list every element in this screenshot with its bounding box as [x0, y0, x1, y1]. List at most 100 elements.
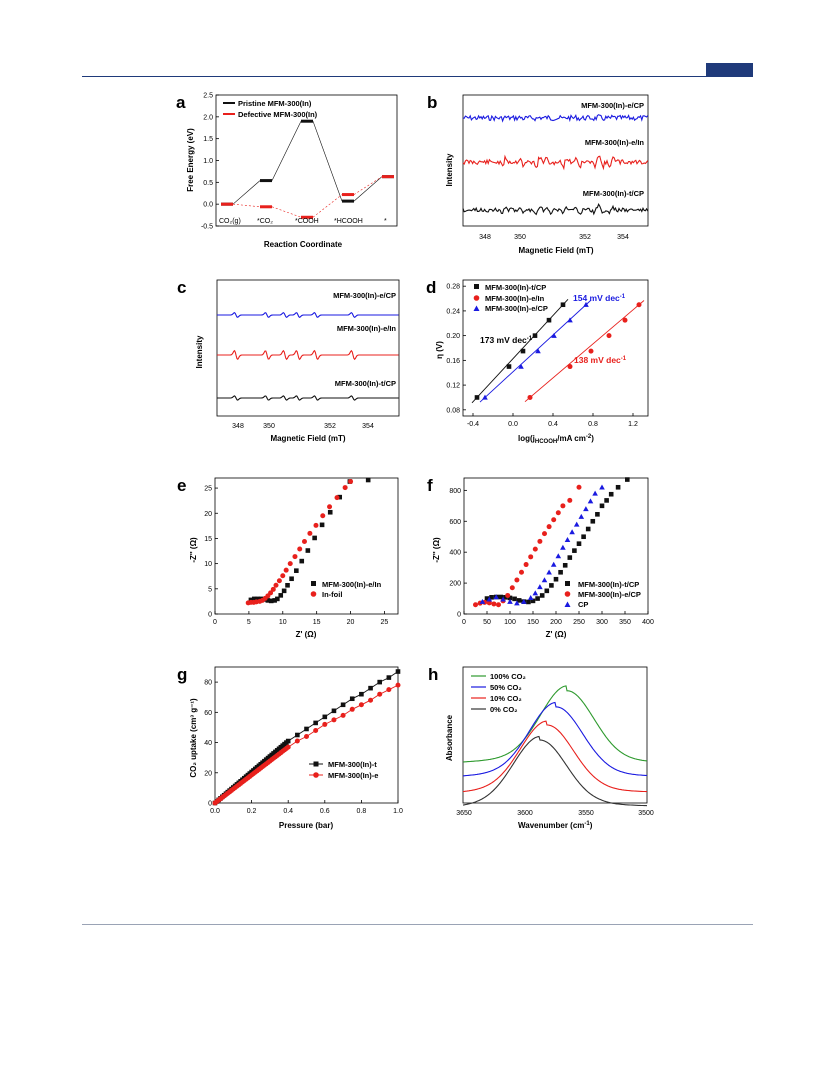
- data-point: [395, 669, 401, 674]
- data-point: [537, 584, 543, 590]
- legend-label-e-cp: MFM-300(In)-e/CP: [578, 590, 641, 599]
- axis-ticks-e: 25 20 15 10 5 00 5 10 15 20 25: [204, 486, 388, 626]
- y-tick-label: 2.5: [203, 93, 213, 100]
- data-point: [278, 593, 284, 598]
- y-axis-label-d: η (V): [435, 341, 444, 359]
- panel-c: c Intensity Magnetic Field (mT) 348 350 …: [177, 278, 400, 443]
- spectrum-100: [462, 685, 648, 763]
- y-tick-label: 0.0: [203, 202, 213, 209]
- legend-label-e: MFM-300(In)-e: [328, 771, 378, 780]
- data-point: [512, 596, 517, 602]
- footer-rule: [82, 924, 753, 925]
- state-label-cooh: *COOH: [295, 218, 319, 225]
- y-axis-label-a: Free Energy (eV): [186, 128, 195, 192]
- data-point: [615, 484, 621, 490]
- x-tick-label: 15: [313, 619, 321, 626]
- data-point: [285, 744, 291, 750]
- energy-connector: [232, 203, 261, 208]
- x-tick-label: 1.2: [628, 421, 638, 428]
- state-label-co2g: CO₂(g): [219, 218, 241, 225]
- data-point: [292, 554, 298, 560]
- legend-label-pristine: Pristine MFM-300(In): [238, 99, 312, 108]
- data-point: [368, 685, 373, 691]
- x-axis-label-a: Reaction Coordinate: [264, 240, 343, 249]
- data-point: [527, 394, 533, 400]
- y-tick-label: 20: [204, 511, 212, 518]
- legend-e: MFM-300(In)-e/In In-foil: [310, 580, 382, 599]
- x-tick-label: 100: [504, 619, 516, 626]
- x-tick-label: 350: [514, 234, 526, 241]
- x-tick-label: 3500: [638, 810, 654, 817]
- y-tick-label: 80: [204, 680, 212, 687]
- data-point: [503, 595, 508, 600]
- legend-label-t-cp: MFM-300(In)-t/CP: [578, 580, 639, 589]
- data-point: [281, 588, 287, 594]
- x-tick-label: 200: [550, 619, 562, 626]
- data-point: [506, 364, 512, 369]
- panel-e: e 25 20 15 10 5 00 5 10 15 20 25 -Z'' (Ω) Z' (Ω) M…: [177, 476, 399, 639]
- panel-label-a: a: [176, 93, 186, 112]
- x-tick-label: 354: [617, 234, 629, 241]
- data-point: [564, 537, 571, 543]
- data-point: [606, 333, 612, 339]
- data-point: [576, 541, 582, 546]
- data-point: [521, 598, 527, 604]
- trace-label-t-cp: MFM-300(In)-t/CP: [583, 189, 644, 198]
- spectrum-50: [462, 701, 648, 777]
- data-point: [599, 503, 605, 509]
- panel-label-h: h: [428, 665, 438, 684]
- energy-connector: [312, 194, 343, 218]
- data-point: [567, 497, 573, 503]
- panel-label-g: g: [177, 665, 187, 684]
- data-point: [546, 569, 552, 575]
- legend-marker-e-in: [473, 295, 480, 301]
- x-tick-label: 0.2: [247, 808, 257, 815]
- sim-trace-t-cp: [217, 395, 399, 401]
- data-point: [322, 721, 328, 727]
- x-tick-label: 300: [596, 619, 608, 626]
- x-tick-label: 0.4: [283, 808, 293, 815]
- y-axis-label-h: Absorbance: [445, 714, 454, 761]
- x-tick-label: 20: [347, 619, 355, 626]
- x-tick-label: 0: [462, 619, 466, 626]
- data-point: [285, 738, 291, 744]
- x-tick-label: 1.0: [393, 808, 403, 815]
- legend-label-100: 100% CO₂: [490, 672, 526, 681]
- x-ticks-c: 348 350 352 354: [232, 423, 374, 430]
- x-axis-label-h: Wavenumber (cm-1): [518, 821, 593, 830]
- x-tick-label: 354: [362, 423, 374, 430]
- y-ticks-a: 2.5 2.0 1.5 1.0 0.5 0.0 -0.5: [201, 93, 219, 231]
- panel-label-c: c: [177, 278, 186, 297]
- legend-marker-t-cp: [565, 581, 570, 586]
- data-point: [516, 598, 522, 603]
- x-tick-label: 0.6: [320, 808, 330, 815]
- data-point: [377, 691, 383, 697]
- data-point: [334, 495, 340, 501]
- data-point: [595, 512, 600, 517]
- data-point: [473, 602, 478, 608]
- data-point: [505, 592, 511, 598]
- state-label-star: *: [384, 218, 387, 225]
- data-point: [590, 518, 596, 524]
- spectrum-10: [462, 720, 647, 793]
- nyquist-plot-e: [245, 477, 371, 606]
- legend-marker-e-cp: [564, 591, 571, 597]
- data-point: [498, 594, 504, 600]
- data-point: [546, 317, 552, 323]
- data-point: [479, 598, 486, 604]
- trace-label-t-cp: MFM-300(In)-t/CP: [335, 379, 396, 388]
- data-point: [551, 517, 557, 523]
- x-tick-label: 25: [381, 619, 389, 626]
- epr-trace-e-cp: [462, 113, 649, 123]
- legend-marker-e: [313, 772, 319, 778]
- y-tick-label: 0: [208, 612, 212, 619]
- data-point: [294, 738, 300, 744]
- data-point: [304, 726, 309, 732]
- plot-frame-h: [462, 666, 648, 804]
- data-point: [294, 568, 299, 573]
- x-tick-label: 0.8: [357, 808, 367, 815]
- data-point: [489, 595, 494, 600]
- legend-marker-t: [313, 761, 319, 767]
- x-tick-label: 0.8: [588, 421, 598, 428]
- data-point: [544, 588, 550, 594]
